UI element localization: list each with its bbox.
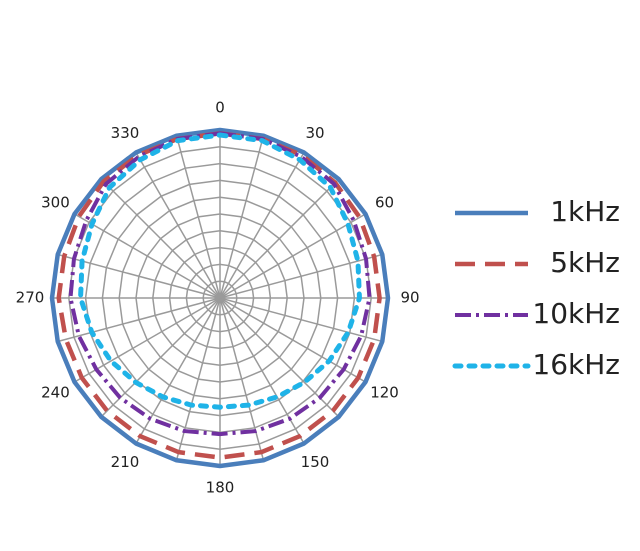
angle-tick-label: 90 [400, 289, 419, 307]
grid-spoke [219, 297, 383, 343]
legend-label-1khz: 1kHz [550, 195, 620, 228]
angle-tick-label: 120 [370, 384, 399, 402]
grid-spoke [219, 213, 366, 299]
series-layer [49, 127, 391, 469]
angle-tick-label: 270 [16, 289, 45, 307]
legend: 1kHz 5kHz 10kHz 16kHz [452, 195, 620, 381]
grid-spoke [135, 297, 221, 444]
series-1khz-line [49, 127, 391, 469]
grid-spoke [219, 135, 265, 299]
series-16khz-line [78, 132, 362, 410]
legend-label-16khz: 16kHz [532, 348, 620, 381]
legend-label-10khz: 10kHz [532, 297, 620, 330]
angle-tick-label: 30 [305, 124, 324, 142]
angle-tick-label: 180 [206, 479, 235, 497]
angle-tick-label: 60 [375, 194, 394, 212]
grid-spoke [219, 178, 340, 299]
series-10khz-line [68, 131, 372, 437]
grid-spoke [219, 152, 305, 299]
grid-spoke [135, 152, 221, 299]
grid-spoke [57, 297, 221, 343]
legend-label-5khz: 5kHz [550, 246, 620, 279]
grid-spoke [219, 297, 305, 444]
grid-spoke [219, 297, 366, 383]
angle-tick-label: 330 [111, 124, 140, 142]
grid-spoke [57, 253, 221, 299]
grid-spoke [219, 297, 265, 461]
angle-tick-label: 150 [301, 453, 330, 471]
angle-tick-label: 300 [41, 194, 70, 212]
polar-grid [51, 129, 389, 467]
angle-tick-label: 0 [215, 99, 225, 117]
grid-spoke [74, 213, 221, 299]
angle-tick-label: 240 [41, 384, 70, 402]
grid-spoke [100, 178, 221, 299]
grid-spoke [74, 297, 221, 383]
grid-spoke [219, 253, 383, 299]
grid-spoke [175, 135, 221, 299]
grid-spoke [175, 297, 221, 461]
angle-tick-label: 210 [111, 453, 140, 471]
angle-ticks: 0 30 60 90 120 150 180 210 240 270 300 330 [16, 99, 420, 497]
